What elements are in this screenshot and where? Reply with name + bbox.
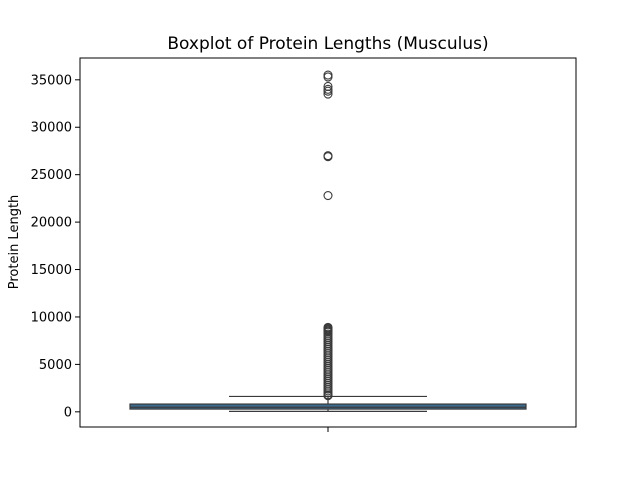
outlier-point bbox=[323, 391, 333, 401]
y-tick-label: 35000 bbox=[31, 73, 72, 88]
y-tick-label: 5000 bbox=[39, 358, 72, 373]
y-tick-label: 15000 bbox=[31, 263, 72, 278]
outlier-point bbox=[323, 86, 333, 96]
y-tick-label: 20000 bbox=[31, 216, 72, 231]
iqr-box bbox=[129, 403, 527, 410]
outlier-points bbox=[323, 70, 333, 401]
outlier-point bbox=[323, 152, 333, 162]
y-tick-label: 0 bbox=[64, 405, 72, 420]
outlier-point bbox=[323, 70, 333, 80]
outlier-point bbox=[323, 190, 333, 201]
chart-title: Boxplot of Protein Lengths (Musculus) bbox=[167, 34, 488, 54]
y-tick-label: 10000 bbox=[31, 310, 72, 325]
outlier-point bbox=[323, 89, 333, 99]
y-tick-label: 30000 bbox=[31, 121, 72, 136]
y-axis-label: Protein Length bbox=[7, 195, 22, 290]
outlier-point bbox=[323, 72, 333, 82]
y-tick-label: 25000 bbox=[31, 168, 72, 183]
y-axis-ticks: 0 5000 10000 15000 20000 25000 30000 35000 bbox=[31, 73, 80, 420]
